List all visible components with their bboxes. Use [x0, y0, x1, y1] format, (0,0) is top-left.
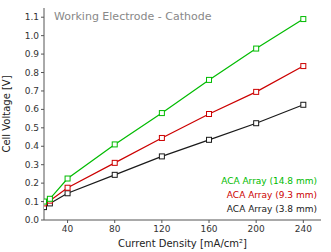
y-tick	[41, 35, 44, 36]
chart: 40 80 120 160 200 240 0.0 0.1 0.2 0.3 0.4 0.5 0.6 0.7…	[0, 0, 331, 252]
y-tick-label: 1.1	[25, 12, 39, 22]
y-tick-label: 0.4	[25, 141, 40, 151]
y-tick	[41, 201, 44, 202]
point-marker	[65, 191, 70, 196]
legend-entry: ACA Array (14.8 mm)	[221, 176, 317, 186]
point-marker	[112, 172, 117, 177]
y-tick	[41, 183, 44, 184]
x-axis	[44, 220, 321, 221]
x-tick	[67, 220, 68, 223]
y-tick	[41, 72, 44, 73]
y-tick-label: 0.6	[25, 104, 40, 114]
y-axis-label: Cell Voltage [V]	[1, 75, 12, 152]
y-tick	[41, 90, 44, 91]
y-tick-label: 0.0	[25, 215, 40, 225]
point-marker	[159, 111, 164, 116]
y-tick	[41, 54, 44, 55]
series-line	[44, 19, 303, 202]
point-marker	[254, 121, 259, 126]
x-tick-label: 40	[62, 224, 74, 234]
y-tick	[41, 109, 44, 110]
point-marker	[47, 196, 52, 201]
y-tick-label: 0.7	[25, 86, 39, 96]
point-marker	[207, 77, 212, 82]
point-marker	[254, 89, 259, 94]
chart-title: Working Electrode - Cathode	[54, 10, 212, 23]
point-marker	[301, 17, 306, 22]
legend-entry: ACA Array (9.3 mm)	[227, 190, 317, 200]
x-tick	[209, 220, 210, 223]
point-marker	[44, 199, 47, 204]
x-tick	[303, 220, 304, 223]
x-tick	[114, 220, 115, 223]
x-tick	[161, 220, 162, 223]
x-tick-label: 200	[248, 224, 265, 234]
point-marker	[112, 142, 117, 147]
y-tick-label: 0.1	[25, 197, 39, 207]
x-tick-label: 120	[153, 224, 170, 234]
x-axis-label: Current Density [mA/cm²]	[118, 238, 247, 249]
y-tick-label: 0.2	[25, 178, 39, 188]
point-marker	[112, 160, 117, 165]
y-tick	[41, 17, 44, 18]
legend-entry: ACA Array (3.8 mm)	[227, 204, 317, 214]
x-tick-label: 160	[200, 224, 217, 234]
y-tick-label: 1.0	[25, 31, 40, 41]
point-marker	[65, 185, 70, 190]
y-tick	[41, 220, 44, 221]
y-tick-label: 0.5	[25, 123, 39, 133]
point-marker	[65, 176, 70, 181]
y-tick	[41, 127, 44, 128]
y-tick	[41, 146, 44, 147]
point-marker	[301, 64, 306, 69]
y-tick-label: 0.3	[25, 160, 39, 170]
x-tick	[256, 220, 257, 223]
point-marker	[207, 112, 212, 117]
y-axis	[44, 8, 45, 220]
point-marker	[301, 102, 306, 107]
point-marker	[254, 46, 259, 51]
point-marker	[207, 137, 212, 142]
point-marker	[159, 135, 164, 140]
y-tick-label: 0.8	[25, 68, 40, 78]
x-tick-label: 240	[295, 224, 312, 234]
x-tick-label: 80	[109, 224, 121, 234]
y-tick	[41, 164, 44, 165]
y-tick-label: 0.9	[25, 49, 40, 59]
point-marker	[159, 154, 164, 159]
